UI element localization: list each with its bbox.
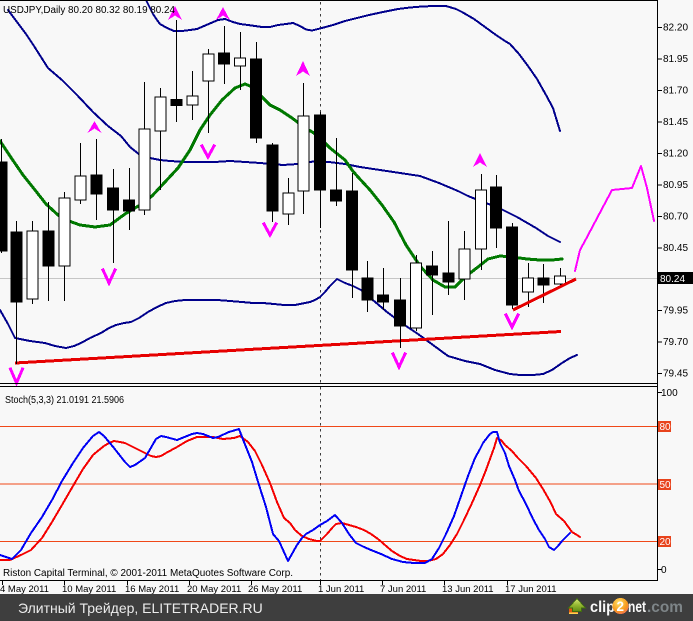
svg-text:100: 100 (661, 388, 678, 399)
svg-text:2: 2 (617, 599, 625, 614)
svg-text:80.95: 80.95 (663, 180, 688, 191)
svg-text:81.20: 81.20 (663, 149, 688, 160)
svg-text:79.45: 79.45 (663, 369, 688, 380)
svg-text:10 May 2011: 10 May 2011 (62, 584, 116, 595)
svg-text:13 Jun 2011: 13 Jun 2011 (442, 584, 494, 595)
svg-text:80: 80 (660, 422, 672, 433)
svg-text:Stoch(5,3,3) 21.0191 21.5906: Stoch(5,3,3) 21.0191 21.5906 (5, 395, 124, 406)
svg-text:80.45: 80.45 (663, 243, 688, 254)
svg-text:17 Jun 2011: 17 Jun 2011 (505, 584, 557, 595)
svg-text:20: 20 (660, 537, 672, 548)
svg-text:79.70: 79.70 (663, 337, 688, 348)
svg-text:4 May 2011: 4 May 2011 (0, 584, 49, 595)
svg-text:0: 0 (661, 565, 667, 576)
svg-text:80.24: 80.24 (660, 274, 685, 285)
svg-text:80.70: 80.70 (663, 211, 688, 222)
svg-text:81.70: 81.70 (663, 86, 688, 97)
svg-text:50: 50 (660, 480, 672, 491)
svg-text:USDJPY,Daily 80.20 80.32 80.1: USDJPY,Daily 80.20 80.32 80.19 80.24 (3, 5, 175, 16)
svg-text:1 Jun 2011: 1 Jun 2011 (318, 584, 364, 595)
svg-text:net: net (628, 599, 646, 616)
svg-text:20 May 2011: 20 May 2011 (187, 584, 241, 595)
svg-text:16 May 2011: 16 May 2011 (125, 584, 179, 595)
svg-text:clip: clip (590, 599, 615, 616)
svg-text:79.95: 79.95 (663, 306, 688, 317)
svg-text:81.45: 81.45 (663, 117, 688, 128)
svg-text:Элитный Трейдер, ELITETRADER.R: Элитный Трейдер, ELITETRADER.RU (18, 600, 263, 616)
svg-text:.com: .com (647, 599, 683, 616)
svg-text:81.95: 81.95 (663, 54, 688, 65)
svg-text:26 May 2011: 26 May 2011 (248, 584, 302, 595)
svg-text:82.20: 82.20 (663, 23, 688, 34)
svg-text:7 Jun 2011: 7 Jun 2011 (380, 584, 426, 595)
svg-text:Riston Capital Terminal, © 200: Riston Capital Terminal, © 2001-2011 Met… (3, 568, 293, 579)
